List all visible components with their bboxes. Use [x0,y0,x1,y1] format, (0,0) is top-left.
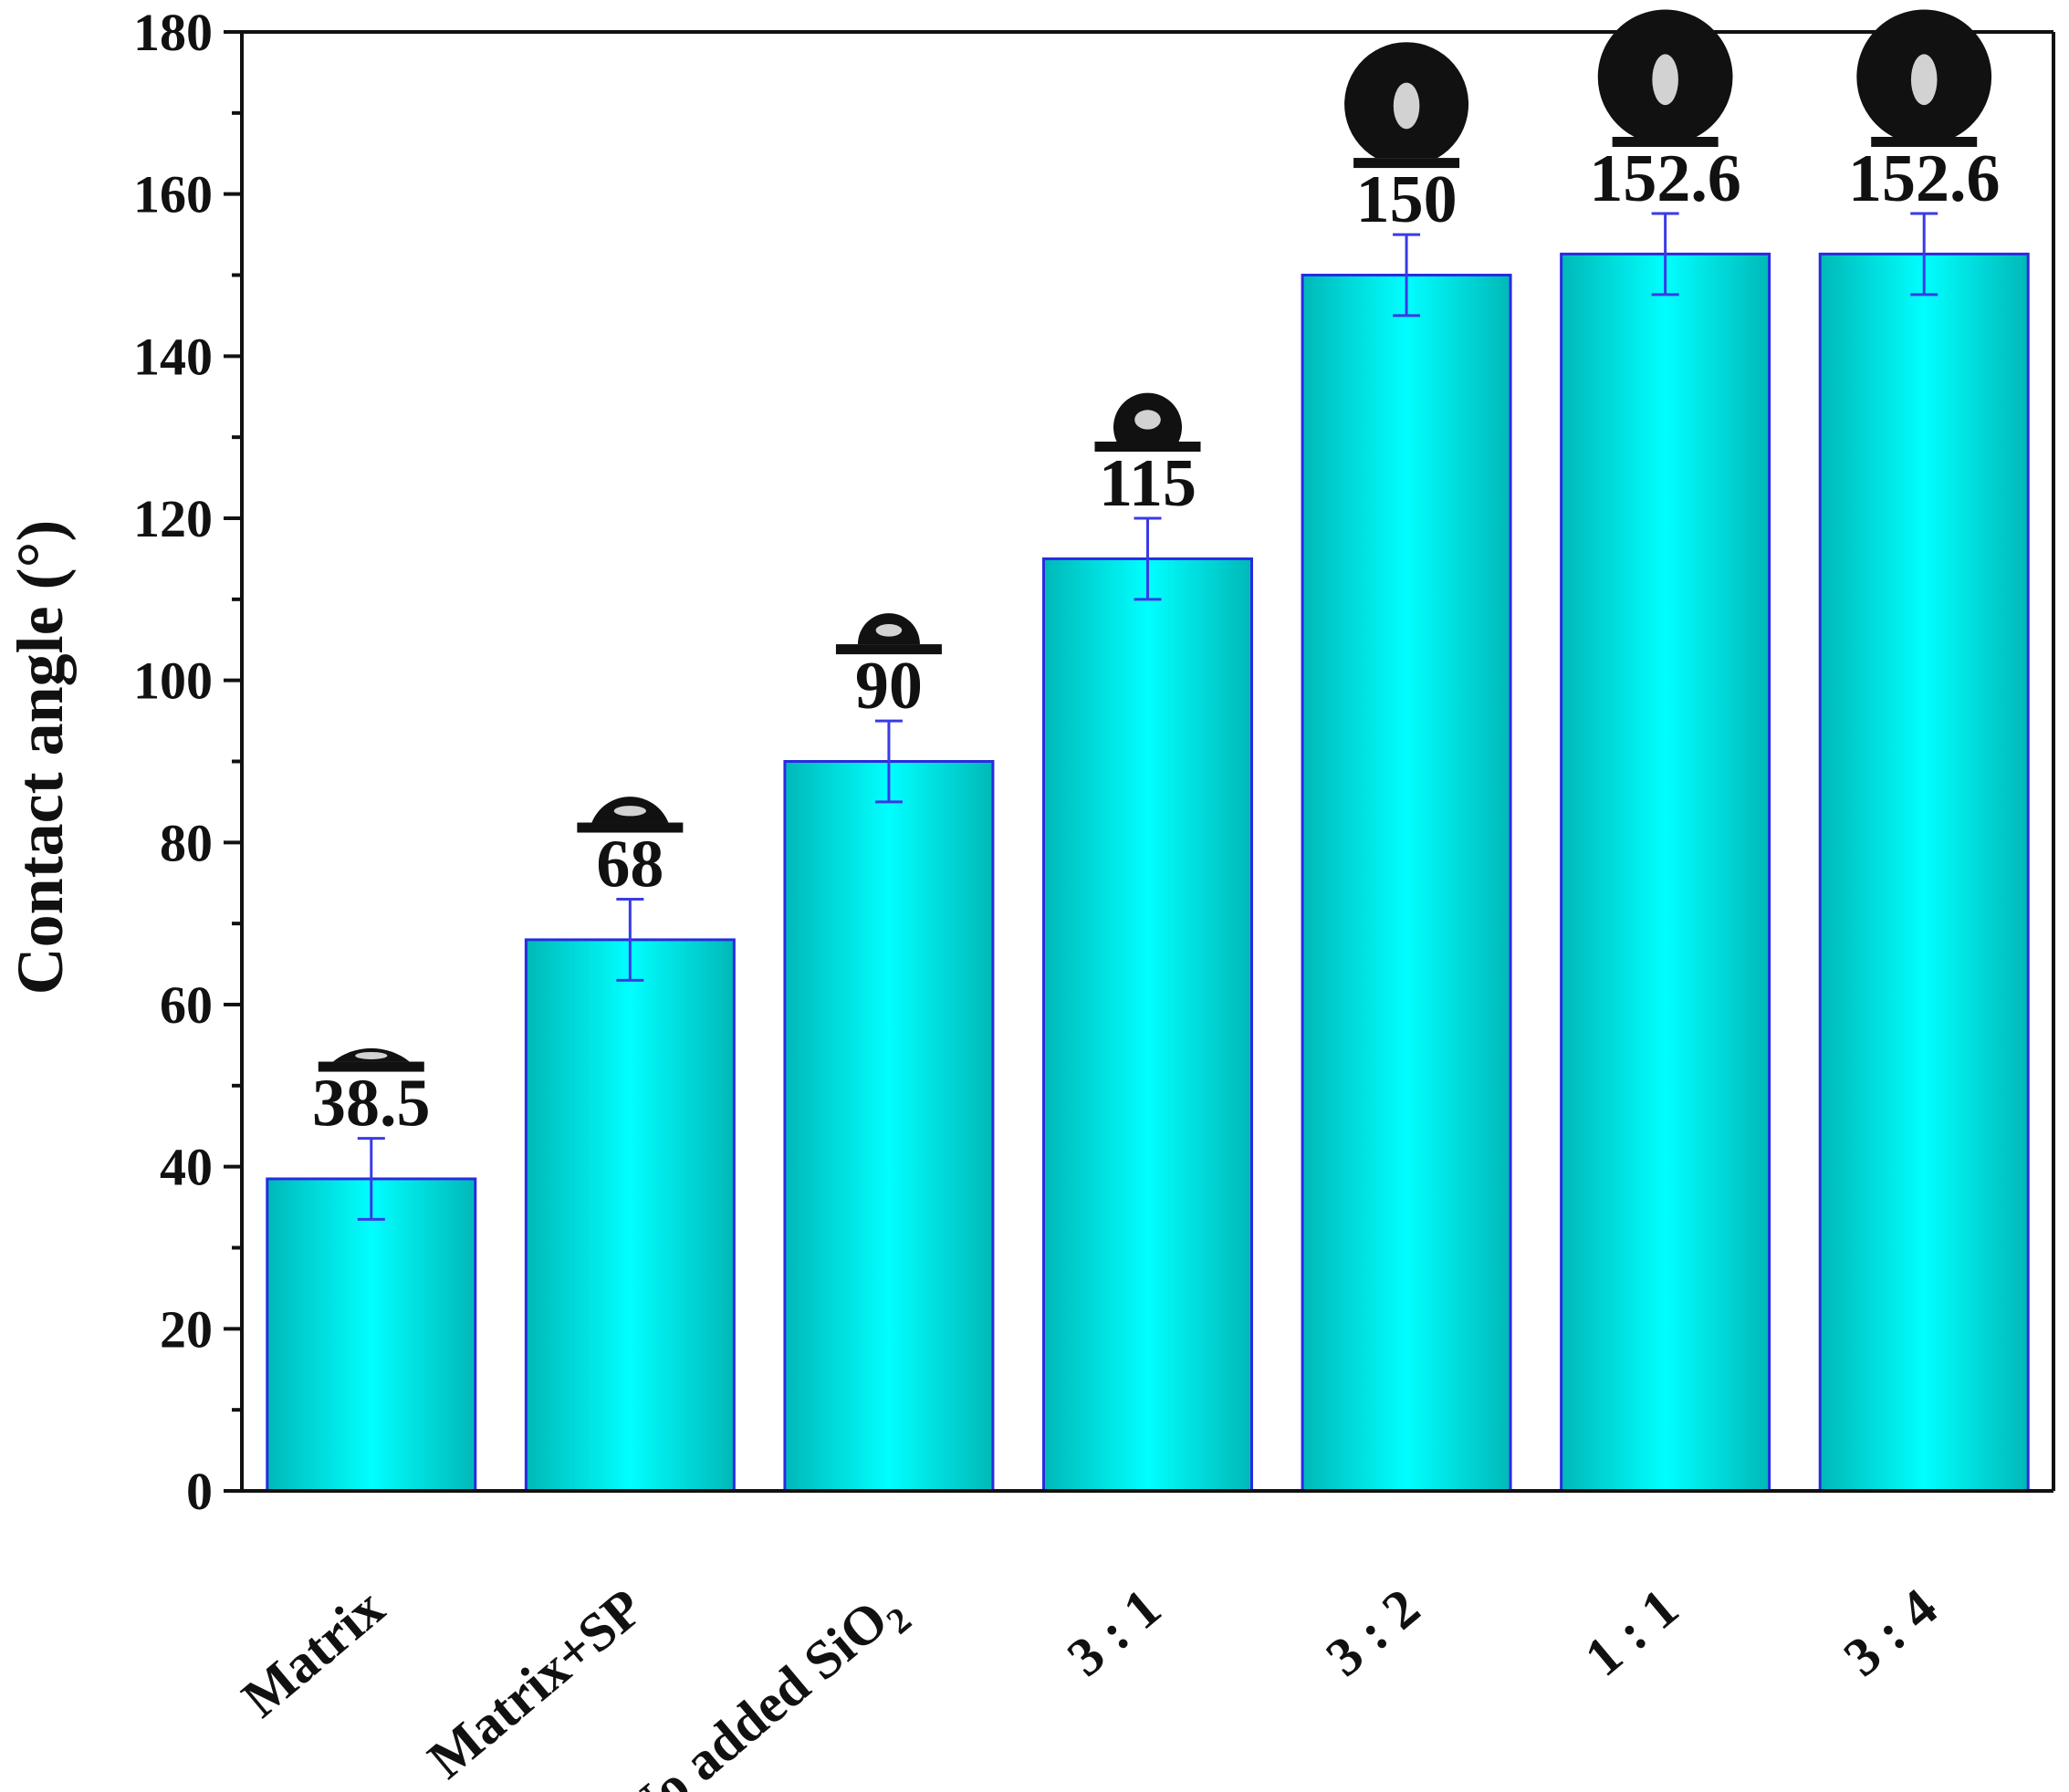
bar-3 [783,760,995,1493]
value-label-2: 68 [596,828,664,902]
bar-5 [1301,274,1512,1493]
water-droplet-115-icon [1094,392,1201,452]
y-tick-label: 0 [186,1462,213,1521]
y-tick-label: 180 [133,3,213,62]
error-bar-5 [1393,233,1421,318]
water-droplet-38.5-icon [318,1047,424,1072]
x-tick-label-7: 3 : 4 [1833,1577,1949,1687]
value-label-5: 150 [1356,162,1458,237]
value-label-6: 152.6 [1589,141,1741,216]
x-tick-label-1: Matrix [231,1577,395,1728]
droplet-images-layer [318,9,1992,1072]
water-droplet-152.6-icon [1856,9,1992,147]
x-tick-label-3: No added SiO2 [611,1577,918,1792]
y-tick-label: 140 [133,327,213,386]
error-bar-4 [1134,516,1162,601]
y-tick-labels: 0 20 40 60 80 100 120 140 160 180 [133,3,213,1521]
error-bar-2 [616,898,644,982]
x-tick-label-2: Matrix+SP [417,1577,654,1789]
y-tick-label: 40 [160,1138,213,1197]
x-tick-label-4: 3 : 1 [1056,1577,1172,1687]
y-axis-label: Contact angle (°) [4,520,77,995]
water-droplet-90-icon [835,613,942,655]
error-bar-6 [1651,212,1679,297]
bar-6 [1560,252,1771,1493]
y-tick-label: 120 [133,489,213,548]
x-tick-label-6: 1 : 1 [1573,1577,1689,1687]
water-droplet-68-icon [577,797,684,833]
x-tick-label-5: 3 : 2 [1315,1577,1431,1687]
axes [224,30,2055,1493]
error-bars-layer [357,212,1938,1221]
value-label-3: 90 [855,649,923,724]
y-tick-label: 100 [133,651,213,711]
value-labels-layer: 38.5 68 90 115 150 152.6 152.6 [312,141,2000,1141]
y-tick-label: 60 [160,975,213,1035]
bar-2 [524,938,736,1493]
error-bar-3 [874,719,903,804]
value-label-1: 38.5 [312,1067,431,1141]
water-droplet-150-icon [1344,42,1469,169]
y-tick-label: 160 [133,165,213,224]
bar-1 [266,1177,477,1493]
bars-layer [266,252,2030,1493]
value-label-4: 115 [1099,446,1196,521]
bar-4 [1042,557,1253,1493]
value-label-7: 152.6 [1848,141,2001,216]
error-bar-1 [357,1137,385,1221]
water-droplet-152.6-icon [1597,9,1733,147]
y-tick-label: 80 [160,813,213,872]
error-bar-7 [1910,212,1938,297]
bar-7 [1818,252,2030,1493]
y-tick-label: 20 [160,1299,213,1359]
